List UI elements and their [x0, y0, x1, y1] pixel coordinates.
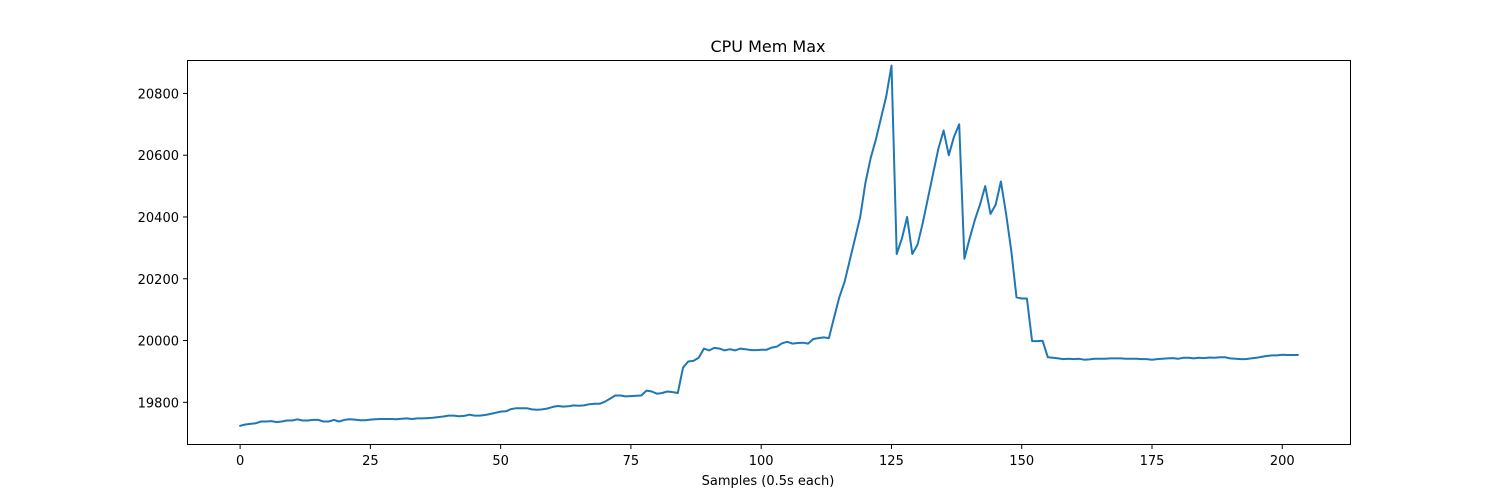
x-axis-label: Samples (0.5s each) [702, 474, 835, 489]
axis-ticks: 0 25 50 75 100 125 150 175 200 19800 20000 20200 204… [138, 87, 1295, 469]
series-line [239, 64, 1299, 427]
x-tick-label: 50 [492, 454, 509, 469]
x-tick-label: 100 [749, 454, 774, 469]
x-tick-label: 0 [236, 454, 244, 469]
y-tick-label: 20200 [138, 273, 179, 288]
x-tick-label: 125 [879, 454, 904, 469]
x-tick-label: 150 [1009, 454, 1034, 469]
y-tick-label: 19800 [138, 396, 179, 411]
x-tick-label: 175 [1140, 454, 1165, 469]
plot-frame [187, 60, 1351, 445]
y-tick-label: 20400 [138, 211, 179, 226]
y-tick-label: 20600 [138, 149, 179, 164]
x-tick-label: 25 [362, 454, 379, 469]
chart-title: CPU Mem Max [710, 37, 825, 56]
x-tick-label: 200 [1270, 454, 1295, 469]
x-tick-label: 75 [623, 454, 640, 469]
y-tick-label: 20000 [138, 335, 179, 350]
y-tick-label: 20800 [138, 87, 179, 102]
